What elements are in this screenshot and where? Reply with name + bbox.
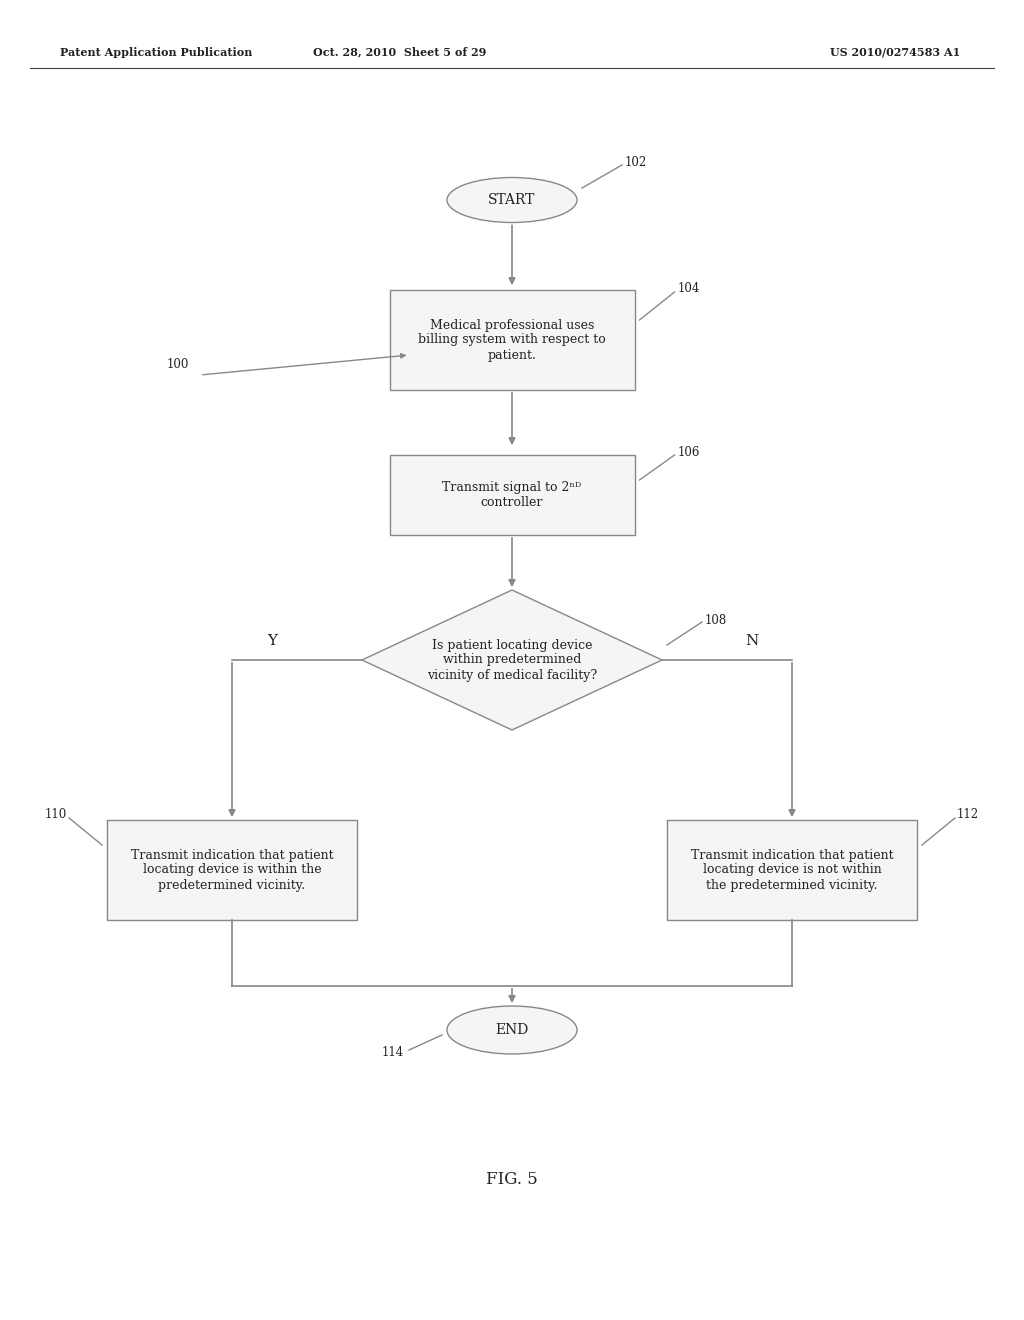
Text: 104: 104 (678, 281, 699, 294)
Text: 114: 114 (382, 1045, 404, 1059)
Text: N: N (745, 634, 759, 648)
FancyBboxPatch shape (667, 820, 918, 920)
Text: Oct. 28, 2010  Sheet 5 of 29: Oct. 28, 2010 Sheet 5 of 29 (313, 46, 486, 58)
Text: FIG. 5: FIG. 5 (486, 1172, 538, 1188)
Ellipse shape (447, 177, 577, 223)
Ellipse shape (447, 1006, 577, 1053)
FancyBboxPatch shape (106, 820, 357, 920)
Text: Medical professional uses
billing system with respect to
patient.: Medical professional uses billing system… (418, 318, 606, 362)
Text: START: START (488, 193, 536, 207)
Text: Transmit indication that patient
locating device is not within
the predetermined: Transmit indication that patient locatin… (690, 849, 893, 891)
Text: Y: Y (267, 634, 278, 648)
Text: 110: 110 (45, 808, 68, 821)
Text: Patent Application Publication: Patent Application Publication (60, 46, 252, 58)
Text: 106: 106 (678, 446, 699, 458)
Text: END: END (496, 1023, 528, 1038)
Text: US 2010/0274583 A1: US 2010/0274583 A1 (829, 46, 961, 58)
FancyBboxPatch shape (389, 455, 635, 535)
Text: 108: 108 (705, 614, 727, 627)
Text: 112: 112 (957, 808, 979, 821)
Text: 102: 102 (625, 156, 647, 169)
Polygon shape (362, 590, 662, 730)
Text: Transmit indication that patient
locating device is within the
predetermined vic: Transmit indication that patient locatin… (131, 849, 334, 891)
FancyBboxPatch shape (389, 290, 635, 389)
Text: Is patient locating device
within predetermined
vicinity of medical facility?: Is patient locating device within predet… (427, 639, 597, 681)
Text: Transmit signal to 2ⁿᴰ
controller: Transmit signal to 2ⁿᴰ controller (442, 480, 582, 510)
Text: 100: 100 (167, 359, 189, 371)
